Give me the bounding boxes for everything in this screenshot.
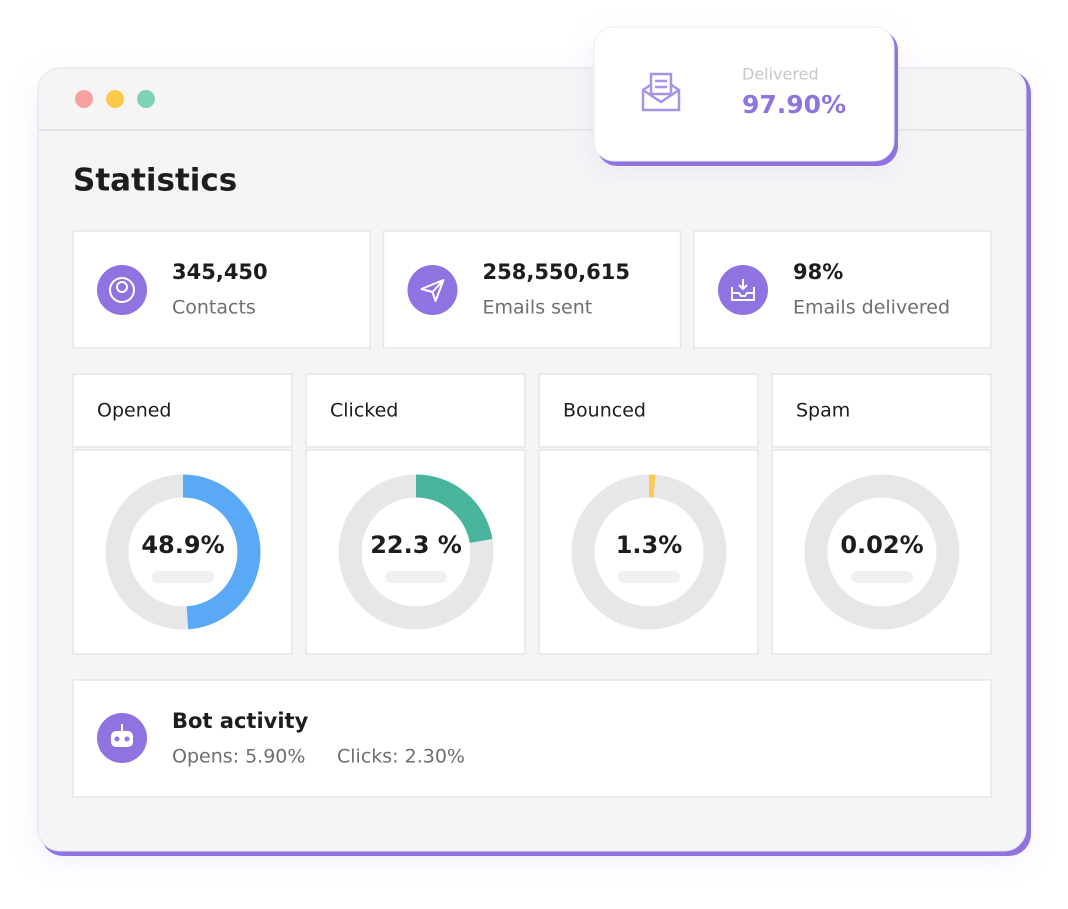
rate-panels: Opened 48.9% Clicked 22.3 % Bounced 1.3% Spam 0… (72, 373, 992, 655)
dot (75, 90, 93, 108)
placeholder (851, 571, 913, 583)
placeholder (152, 571, 214, 583)
badge: Delivered 97.90% (593, 26, 898, 166)
rate-name: Opened (97, 400, 172, 422)
rate-header (305, 373, 526, 448)
icon-line (420, 279, 445, 302)
rate-header (771, 373, 992, 448)
donut-arc (338, 474, 494, 630)
stat-value: 345,450 (172, 260, 268, 284)
rate-name: Clicked (330, 400, 398, 422)
bot-title: Bot activity (172, 709, 309, 733)
rate-name: Bounced (563, 400, 646, 422)
stat-value: 98% (793, 260, 843, 284)
stat-cards: 345,450 Contacts 258,550,615 Emails sent 98%… (72, 230, 992, 349)
stat-card (72, 230, 371, 349)
icon-line (109, 277, 135, 303)
donut-arc (804, 474, 960, 630)
placeholder (385, 571, 447, 583)
donut-arc (105, 474, 261, 630)
donut-label: 0.02% (840, 531, 923, 559)
bot-opens: Opens: 5.90% (172, 746, 305, 768)
stat-value: 258,550,615 (483, 260, 630, 284)
dot (137, 90, 155, 108)
dot (106, 90, 124, 108)
icon-line (116, 281, 128, 293)
title: Statistics (73, 163, 237, 199)
donut-label: 1.3% (616, 531, 683, 559)
badge-value: 97.90% (742, 90, 846, 119)
stat-label: Emails delivered (793, 297, 950, 319)
placeholder (618, 571, 680, 583)
donut-label: 48.9% (141, 531, 224, 559)
icon-line (731, 279, 755, 301)
bot-clicks: Clicks: 2.30% (337, 746, 465, 768)
donut-arc (571, 474, 727, 630)
stat-label: Contacts (172, 297, 256, 319)
stat-icon (407, 265, 458, 315)
rate-header (538, 373, 759, 448)
rate-header (72, 373, 293, 448)
bot-card: Bot activity Opens: 5.90% Clicks: 2.30% (72, 679, 992, 798)
donut-label: 22.3 % (370, 531, 462, 559)
badge-label: Delivered (742, 65, 819, 84)
stat-label: Emails sent (483, 297, 593, 319)
stat-icon (97, 265, 147, 315)
rate-name: Spam (796, 400, 850, 422)
